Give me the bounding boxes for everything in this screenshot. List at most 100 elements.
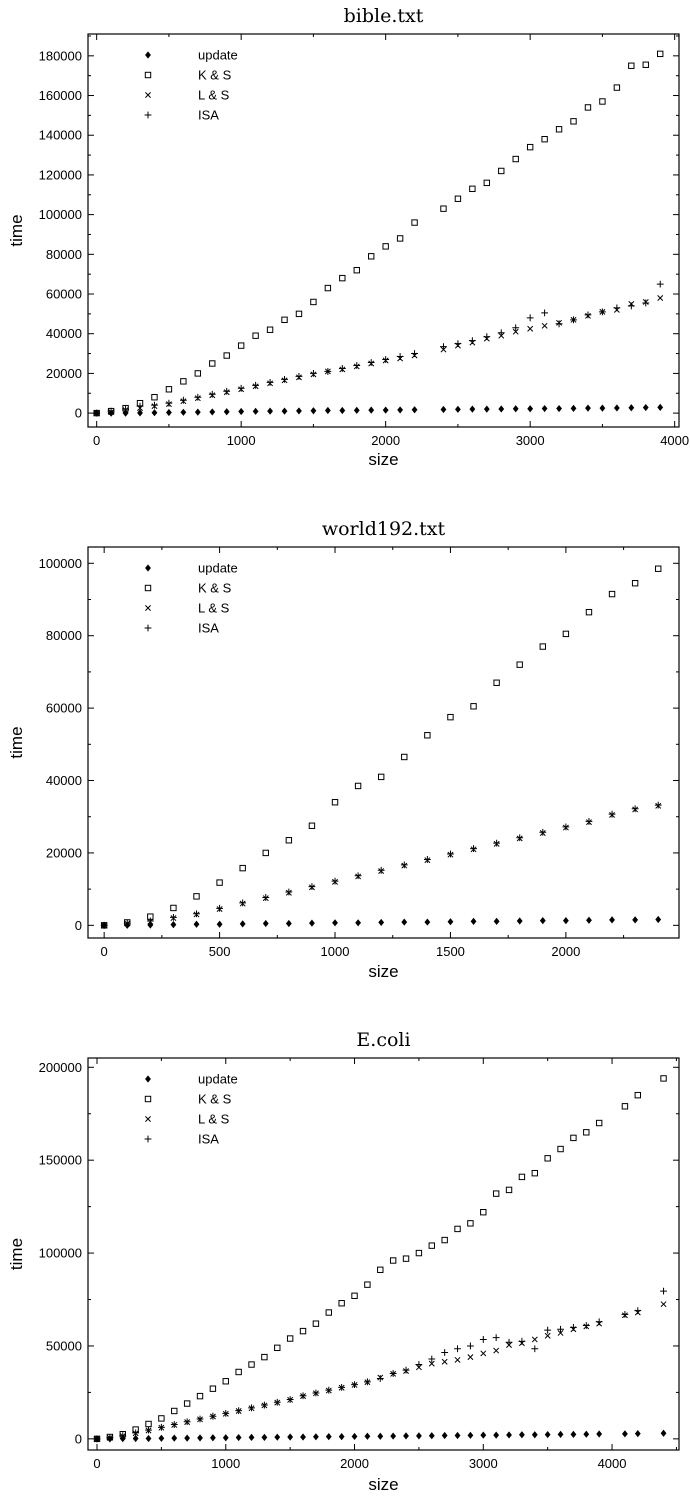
data-point [194,408,201,416]
data-point [570,1430,577,1438]
data-point [299,1327,307,1335]
data-point [498,405,505,413]
data-point [505,1338,513,1346]
data-point [194,370,202,377]
data-point [424,918,431,926]
legend-label: K & S [198,1092,232,1107]
data-point [183,1400,191,1407]
data-point [493,1347,500,1354]
data-point [106,1434,114,1441]
data-point [196,1392,204,1400]
data-point [123,919,131,927]
plot-frame [87,1057,680,1451]
data-point [262,919,269,928]
data-point [151,409,158,417]
data-point [377,1432,384,1440]
data-point [285,837,293,844]
plot-frame [87,546,680,939]
data-point [557,1145,564,1153]
data-point [527,405,534,413]
data-point [235,1433,242,1442]
data-point [377,773,385,781]
data-point [583,1430,590,1438]
data-point [518,1337,526,1345]
y-tick-label: 100000 [39,207,82,222]
data-point [179,396,187,404]
data-point [338,365,346,372]
data-point [498,167,505,175]
data-point [583,1129,590,1136]
data-point [642,403,649,412]
data-point [595,1318,603,1326]
data-point [562,630,570,638]
data-point [308,883,316,890]
data-point [158,1415,165,1422]
series-k-s [93,1075,667,1443]
legend-marker [145,92,151,98]
legend-label: ISA [198,1132,219,1147]
data-point [223,387,231,395]
data-point [402,1255,410,1262]
y-tick-label: 40000 [46,326,82,341]
x-axis-label: size [368,962,398,981]
data-point [285,888,293,896]
data-point [401,753,408,761]
x-tick-label: 1000 [227,433,256,448]
data-point [541,309,549,317]
data-point [310,298,317,306]
data-point [492,1190,500,1197]
data-point [480,1350,487,1357]
x-axis-label: size [368,450,398,469]
x-tick-label: 2000 [371,433,400,448]
data-point [608,590,616,598]
data-point [424,732,431,739]
data-point [260,1401,268,1409]
x-tick-label: 3000 [469,1456,498,1471]
y-tick-label: 40000 [46,773,82,788]
data-point [324,368,332,375]
data-point [440,205,447,212]
data-point [351,1432,358,1441]
data-point [353,266,360,274]
data-point [281,316,288,324]
data-point [570,316,577,324]
data-point [609,916,615,924]
data-point [584,104,592,111]
data-point [631,580,639,587]
legend-label: ISA [198,621,219,636]
data-point [171,1407,178,1415]
data-point [382,356,390,363]
data-point [339,274,346,282]
data-point [493,917,500,925]
data-point [411,219,418,226]
data-point [631,805,639,813]
x-tick-label: 1500 [436,944,465,959]
data-point [656,280,664,288]
data-point [355,919,362,927]
y-tick-label: 60000 [46,287,82,302]
data-point [209,408,216,416]
data-point [382,243,389,250]
data-point [657,295,664,301]
data-point [248,1433,255,1441]
data-point [497,329,505,337]
data-point [324,406,331,415]
data-point [416,1432,422,1440]
data-point [492,1334,500,1341]
data-point [642,299,650,307]
data-point [351,1292,358,1300]
legend-marker [144,71,152,79]
data-point [467,1220,474,1227]
data-point [368,253,375,260]
y-tick-label: 60000 [46,701,82,716]
data-point [467,1431,474,1439]
data-point [555,320,563,328]
data-point [158,1434,165,1442]
data-point [512,155,519,163]
data-point [193,893,200,900]
legend-marker [144,624,152,632]
legend-marker [144,111,152,119]
data-point [100,921,108,929]
x-tick-label: 1000 [211,1456,240,1471]
legend-marker [144,1135,152,1143]
